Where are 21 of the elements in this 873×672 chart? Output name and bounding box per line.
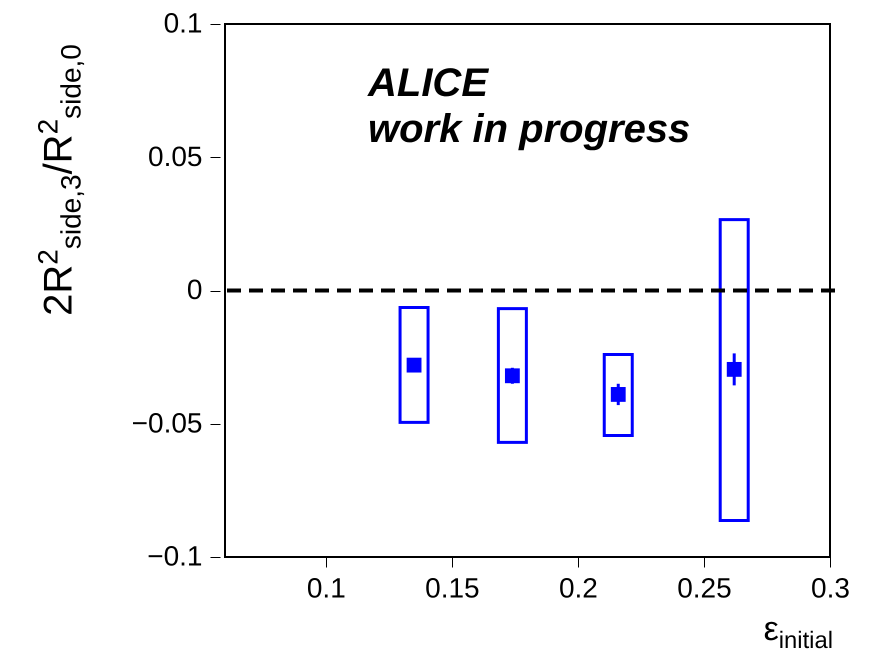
bar xyxy=(718,218,750,522)
y-tick-label: −0.05 xyxy=(132,407,202,438)
bar xyxy=(496,307,528,444)
x-tick-label: 0.2 xyxy=(558,572,598,604)
bar xyxy=(602,352,634,437)
x-tick-label: 0.3 xyxy=(811,572,850,604)
y-tick-label: 0 xyxy=(186,274,202,305)
bar xyxy=(398,306,430,424)
x-tick-label: 0.15 xyxy=(425,572,480,604)
y-tick-label: −0.1 xyxy=(147,540,202,572)
point xyxy=(610,387,626,402)
x-axis-title: ε$_{initial}$ xyxy=(764,610,833,655)
point xyxy=(504,368,520,384)
annotation: ALICE xyxy=(367,61,490,105)
x-tick-label: 0.1 xyxy=(306,572,346,604)
y-tick-label: 0.1 xyxy=(164,8,202,38)
point xyxy=(406,358,422,373)
annotation: work in progress xyxy=(368,107,690,151)
y-tick-label: 0.05 xyxy=(148,140,202,172)
x-tick-label: 0.25 xyxy=(677,572,732,604)
point xyxy=(726,362,742,377)
